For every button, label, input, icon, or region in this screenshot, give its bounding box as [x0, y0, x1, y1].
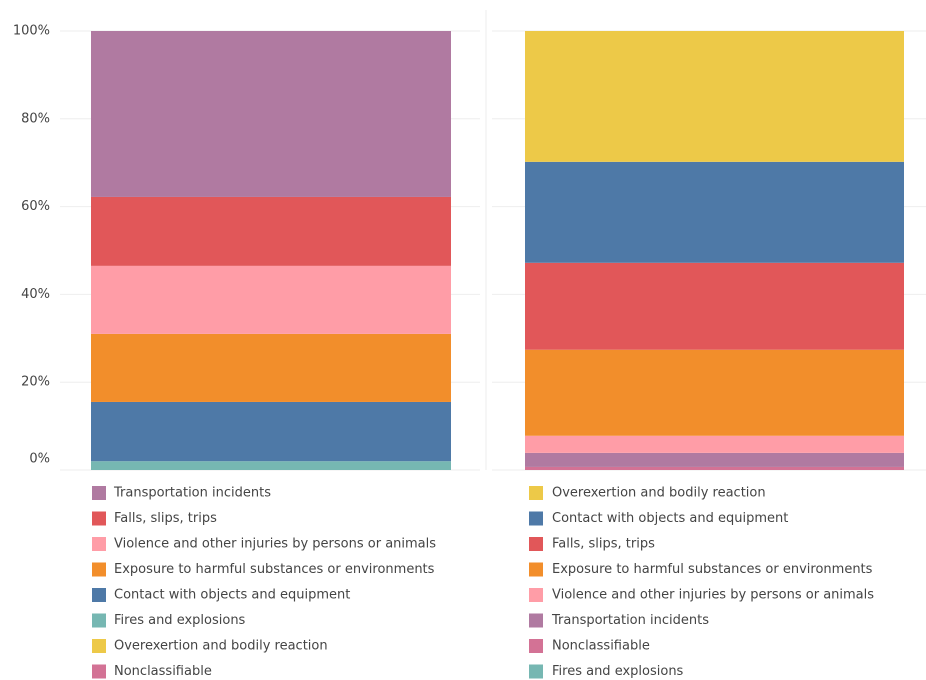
bar-segment — [91, 333, 451, 402]
legend-label: Nonclassifiable — [114, 664, 212, 679]
bar-segment — [91, 265, 451, 334]
legend-label: Falls, slips, trips — [114, 511, 217, 526]
legend-label: Contact with objects and equipment — [552, 511, 788, 526]
bar-segment — [525, 31, 904, 162]
y-tick-label: 100% — [13, 24, 50, 39]
legend-swatch — [92, 537, 106, 551]
y-tick-label: 20% — [21, 375, 50, 390]
bar-segment — [91, 461, 451, 470]
legend-swatch — [529, 537, 543, 551]
legend-label: Contact with objects and equipment — [114, 588, 350, 603]
legend-swatch — [92, 486, 106, 500]
y-tick-label: 80% — [21, 111, 50, 126]
legend-label: Fires and explosions — [552, 664, 684, 679]
bar-segment — [91, 31, 451, 197]
y-tick-label: 0% — [29, 452, 50, 467]
legend-swatch — [529, 588, 543, 602]
bar-segment — [525, 262, 904, 350]
legend-label: Exposure to harmful substances or enviro… — [114, 562, 435, 577]
legend-swatch — [92, 639, 106, 653]
bar-segment — [525, 161, 904, 263]
legend-swatch — [529, 562, 543, 577]
legend-swatch — [92, 511, 106, 526]
bar-segment — [91, 401, 451, 462]
legend-label: Exposure to harmful substances or enviro… — [552, 562, 873, 577]
bar-segment — [525, 466, 904, 470]
legend-label: Nonclassifiable — [552, 639, 650, 654]
legend-swatch — [529, 639, 543, 653]
legend-label: Falls, slips, trips — [552, 537, 655, 552]
bar-segment — [91, 196, 451, 266]
legend-label: Transportation incidents — [113, 486, 271, 501]
bar-segment — [525, 349, 904, 436]
y-tick-label: 60% — [21, 199, 50, 214]
legend-swatch — [529, 664, 543, 679]
legend-swatch — [92, 588, 106, 602]
legend-swatch — [92, 664, 106, 679]
legend-swatch — [529, 613, 543, 628]
legend-label: Violence and other injuries by persons o… — [552, 588, 874, 603]
legend-swatch — [529, 511, 543, 526]
bar-segment — [525, 435, 904, 453]
legend-swatch — [92, 562, 106, 577]
legend-label: Overexertion and bodily reaction — [114, 639, 328, 654]
legend-swatch — [92, 613, 106, 628]
legend-swatch — [529, 486, 543, 500]
legend-label: Transportation incidents — [551, 613, 709, 628]
legend-label: Overexertion and bodily reaction — [552, 486, 766, 501]
y-tick-label: 40% — [21, 287, 50, 302]
bar-segment — [525, 452, 904, 467]
legend-label: Fires and explosions — [114, 613, 246, 628]
legend-label: Violence and other injuries by persons o… — [114, 537, 436, 552]
